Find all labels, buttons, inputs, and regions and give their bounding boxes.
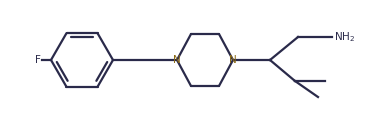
Text: N: N bbox=[173, 55, 181, 65]
Text: F: F bbox=[35, 55, 41, 65]
Text: N: N bbox=[229, 55, 237, 65]
Text: NH$_2$: NH$_2$ bbox=[334, 30, 355, 44]
